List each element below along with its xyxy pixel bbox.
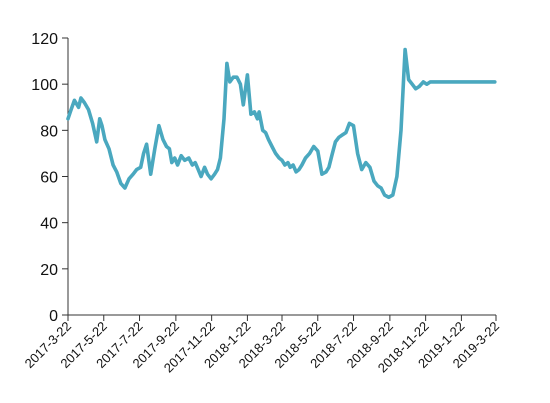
series-line xyxy=(66,47,497,200)
y-axis-ticks: 0 20 40 60 80 100 120 xyxy=(31,31,68,325)
y-tick-label: 60 xyxy=(40,170,58,187)
y-tick-label: 40 xyxy=(40,216,58,233)
y-tick-label: 80 xyxy=(40,123,58,140)
y-tick-label: 120 xyxy=(31,31,58,48)
y-tick-label: 100 xyxy=(31,77,58,94)
y-tick-label: 0 xyxy=(49,308,58,325)
x-axis-ticks: 2017-3-222017-5-222017-7-222017-9-222017… xyxy=(22,315,502,375)
y-tick-label: 20 xyxy=(40,262,58,279)
series-group xyxy=(66,47,497,200)
